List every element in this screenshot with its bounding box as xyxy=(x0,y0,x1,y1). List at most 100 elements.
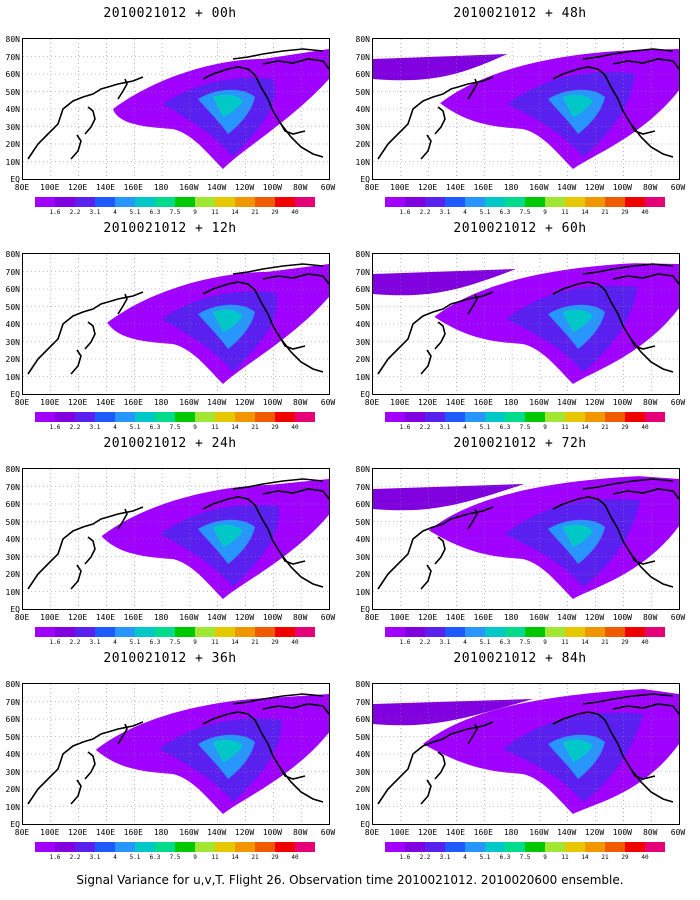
longitude-label: 160W xyxy=(179,613,199,622)
color-scale-label: 4 xyxy=(113,639,117,646)
color-scale-label: 3.1 xyxy=(439,639,451,646)
color-scale-label: 11 xyxy=(561,854,569,861)
color-swatch xyxy=(35,842,55,852)
color-swatch xyxy=(235,412,255,422)
color-swatch xyxy=(505,627,525,637)
longitude-label: 100W xyxy=(262,828,282,837)
latitude-label: 20N xyxy=(355,140,370,149)
longitude-label: 160W xyxy=(529,828,549,837)
longitude-label: 60W xyxy=(670,613,686,622)
latitude-label: 40N xyxy=(355,105,370,114)
longitude-label: 140W xyxy=(557,398,577,407)
longitude-label: 120E xyxy=(67,613,88,622)
coastline xyxy=(27,506,144,590)
coastline xyxy=(377,76,494,160)
longitude-label: 80W xyxy=(292,398,308,407)
color-swatch xyxy=(405,197,425,207)
color-swatch xyxy=(565,842,585,852)
color-scale-label: 9 xyxy=(543,209,547,216)
longitude-label: 80E xyxy=(364,613,380,622)
map-canvas xyxy=(373,469,679,609)
color-scale-label: 21 xyxy=(251,854,259,861)
longitude-label: 60W xyxy=(670,828,686,837)
forecast-panel: 2010021012 + 48h 80N 70N 60N 50N 40N 30N 20N 10N… xyxy=(350,0,690,220)
panel-title: 2010021012 + 12h xyxy=(103,221,237,236)
latitude-label: 50N xyxy=(5,517,20,527)
color-swatch xyxy=(35,197,55,207)
color-scale-label: 6.3 xyxy=(499,854,511,861)
coastline xyxy=(84,106,96,135)
color-scale-label: 9 xyxy=(193,639,197,646)
latitude-label: 70N xyxy=(355,52,370,62)
longitude-label: 60W xyxy=(320,183,336,192)
color-swatch xyxy=(385,627,405,637)
color-swatch xyxy=(75,627,95,637)
color-swatch xyxy=(625,842,645,852)
coastline xyxy=(612,488,679,500)
color-swatch xyxy=(175,197,195,207)
color-swatch xyxy=(75,842,95,852)
color-swatch xyxy=(645,197,665,207)
color-scale-label: 6.3 xyxy=(499,209,511,216)
longitude-label: 80W xyxy=(642,183,658,192)
coastline xyxy=(612,58,679,70)
color-scale-label: 2.2 xyxy=(69,854,81,861)
forecast-panel: 2010021012 + 36h 80N 70N 60N 50N 40N 30N 20N 10N… xyxy=(0,645,340,865)
longitude-label: 140E xyxy=(445,183,466,192)
longitude-label: 80W xyxy=(642,828,658,837)
color-scale-label: 6.3 xyxy=(149,424,161,431)
longitude-label: 140W xyxy=(557,828,577,837)
color-scale-label: 3.1 xyxy=(89,424,101,431)
color-scale-label: 40 xyxy=(291,424,299,431)
coastline xyxy=(280,338,306,350)
latitude-label: 70N xyxy=(355,697,370,707)
color-swatch xyxy=(255,842,275,852)
color-scale-label: 9 xyxy=(543,424,547,431)
variance-map xyxy=(22,38,330,180)
color-scale-label: 21 xyxy=(601,209,609,216)
color-scale-label: 9 xyxy=(543,639,547,646)
coastline xyxy=(582,693,674,705)
latitude-label: 60N xyxy=(5,500,20,509)
longitude-label: 160W xyxy=(179,828,199,837)
color-scale-label: 21 xyxy=(251,424,259,431)
latitude-label: 10N xyxy=(355,802,370,812)
latitude-label: 70N xyxy=(5,482,20,492)
color-swatch xyxy=(445,412,465,422)
coastline xyxy=(117,508,128,530)
color-swatch xyxy=(625,412,645,422)
longitude-label: 140W xyxy=(207,613,227,622)
color-scale-label: 2.2 xyxy=(69,639,81,646)
latitude-label: 10N xyxy=(5,372,20,382)
coastline xyxy=(612,273,679,285)
forecast-panel: 2010021012 + 24h 80N 70N 60N 50N 40N 30N 20N 10N… xyxy=(0,430,340,650)
longitude-label: 80E xyxy=(364,183,380,192)
coastline xyxy=(467,508,478,530)
longitude-label: 140E xyxy=(95,613,116,622)
color-scale-bar xyxy=(35,627,315,637)
color-swatch xyxy=(295,412,315,422)
color-swatch xyxy=(645,627,665,637)
coastline xyxy=(280,553,306,565)
color-scale-label: 9 xyxy=(193,209,197,216)
color-swatch xyxy=(545,412,565,422)
longitude-label: 120E xyxy=(417,183,438,192)
coastline xyxy=(420,564,432,590)
forecast-panel: 2010021012 + 12h 80N 70N 60N 50N 40N 30N 20N 10N… xyxy=(0,215,340,435)
longitude-label: 160W xyxy=(529,398,549,407)
color-scale-label: 5.1 xyxy=(129,639,141,646)
color-swatch xyxy=(625,627,645,637)
color-scale-label: 6.3 xyxy=(149,209,161,216)
latitude-label: 30N xyxy=(355,122,370,132)
color-swatch xyxy=(155,197,175,207)
color-scale-label: 4 xyxy=(463,424,467,431)
longitude-label: 80W xyxy=(642,398,658,407)
color-scale-label: 29 xyxy=(621,854,629,861)
color-scale-label: 40 xyxy=(291,209,299,216)
longitude-label: 160W xyxy=(179,398,199,407)
latitude-label: 50N xyxy=(5,87,20,97)
coastline xyxy=(202,281,324,373)
latitude-label: 50N xyxy=(5,732,20,742)
color-scale-label: 6.3 xyxy=(499,424,511,431)
color-swatch xyxy=(485,627,505,637)
